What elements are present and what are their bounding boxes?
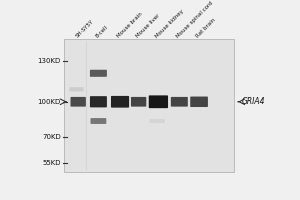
Text: 55KD: 55KD — [42, 160, 61, 166]
Text: Mouse brain: Mouse brain — [116, 11, 144, 39]
Text: Rat brain: Rat brain — [196, 17, 217, 39]
FancyBboxPatch shape — [64, 39, 234, 172]
FancyBboxPatch shape — [190, 97, 208, 107]
Text: 100KD: 100KD — [38, 99, 61, 105]
Text: Mouse spinal cord: Mouse spinal cord — [176, 0, 214, 39]
Text: SH-SY5Y: SH-SY5Y — [75, 19, 94, 39]
Text: 130KD: 130KD — [38, 58, 61, 64]
FancyBboxPatch shape — [150, 119, 165, 123]
Text: GRIA4: GRIA4 — [242, 97, 266, 106]
Text: Mouse kidney: Mouse kidney — [155, 8, 185, 39]
FancyBboxPatch shape — [90, 96, 107, 107]
FancyBboxPatch shape — [131, 97, 146, 107]
Text: B-cell: B-cell — [95, 24, 109, 39]
FancyBboxPatch shape — [91, 118, 106, 124]
FancyBboxPatch shape — [171, 97, 188, 107]
FancyBboxPatch shape — [70, 97, 86, 107]
FancyBboxPatch shape — [69, 87, 83, 91]
FancyBboxPatch shape — [149, 95, 168, 108]
FancyBboxPatch shape — [90, 70, 107, 77]
Text: Mouse liver: Mouse liver — [135, 13, 161, 39]
Text: 70KD: 70KD — [42, 134, 61, 140]
FancyBboxPatch shape — [111, 96, 129, 108]
